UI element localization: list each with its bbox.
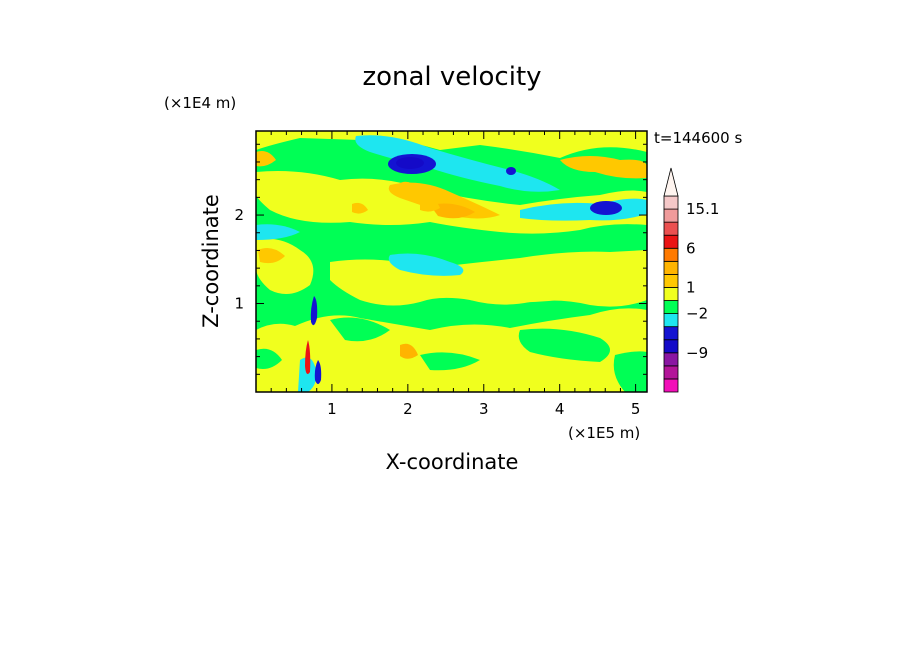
x-unit-label: (×1E5 m) — [568, 424, 640, 442]
blue-streak-2 — [314, 360, 322, 384]
orange-speck-bottom — [400, 343, 418, 359]
y-axis-title: Z-coordinate — [199, 194, 223, 328]
colorbar: 15.1 6 1 −2 −9 — [663, 167, 719, 393]
colorbar-swatch — [663, 339, 679, 354]
colorbar-label: −2 — [686, 305, 708, 323]
yellow-blob-right-mid — [452, 275, 647, 303]
y-tick-label: 2 — [234, 206, 244, 224]
blue-core-small — [506, 167, 516, 175]
x-tick-label: 4 — [555, 400, 565, 418]
orange-band-center — [388, 182, 500, 219]
colorbar-swatch — [663, 273, 679, 288]
blue-core-right — [590, 201, 622, 215]
cyan-band-top — [355, 135, 560, 192]
green-patch-lower-1 — [330, 317, 390, 342]
orange-blob-right — [560, 156, 647, 179]
y-axis: 12 — [234, 143, 647, 375]
colorbar-swatch — [663, 221, 679, 236]
orange-blob-small-1 — [352, 202, 368, 214]
colorbar-label: 6 — [686, 239, 696, 257]
cyan-band-mid — [388, 253, 464, 276]
chart-title: zonal velocity — [362, 62, 541, 92]
colorbar-swatch — [663, 247, 679, 262]
colorbar-label: −9 — [686, 344, 708, 362]
green-patch-lower-2 — [518, 328, 610, 362]
orange-blob-small-2 — [398, 181, 418, 194]
x-tick-label: 5 — [631, 400, 641, 418]
y-tick-label: 1 — [234, 295, 244, 313]
colorbar-swatch — [663, 326, 679, 341]
plot-frame — [255, 130, 648, 393]
green-patch-lower-3 — [420, 352, 480, 371]
time-label: t=144600 s — [654, 129, 742, 147]
colorbar-swatch — [663, 300, 679, 314]
colorbar-swatch — [663, 313, 679, 328]
colorbar-swatch — [663, 287, 679, 301]
x-tick-label: 3 — [479, 400, 489, 418]
contour-field — [256, 131, 647, 392]
colorbar-swatch — [663, 234, 679, 249]
colorbar-label: 1 — [686, 278, 696, 296]
green-patch-lower-5 — [613, 351, 647, 392]
y-unit-label: (×1E4 m) — [164, 94, 236, 112]
orange-blob-lower-left — [258, 248, 285, 264]
colorbar-swatch — [663, 195, 679, 210]
colorbar-swatch — [663, 365, 679, 380]
colorbar-swatch — [663, 352, 679, 367]
orange-blob-center — [430, 203, 475, 219]
orange-blob-left — [256, 151, 276, 167]
green-patch-lower-4 — [256, 348, 282, 369]
red-streak — [305, 340, 311, 374]
colorbar-swatch — [663, 378, 679, 393]
cyan-band-left — [256, 224, 300, 240]
cyan-streak-bottom — [298, 357, 317, 392]
colorbar-label: 15.1 — [686, 200, 719, 218]
blue-core-top-inner — [396, 157, 424, 169]
orange-blob-small-3 — [420, 198, 440, 212]
blue-streak-1 — [310, 296, 318, 326]
colorbar-swatch — [663, 260, 679, 275]
x-axis: 1 2 3 4 5 — [270, 131, 641, 418]
colorbar-max-arrow — [663, 167, 679, 197]
colorbar-swatch — [663, 208, 679, 223]
x-tick-label: 1 — [327, 400, 337, 418]
x-tick-label: 2 — [403, 400, 413, 418]
yellow-band-top — [256, 131, 647, 158]
x-axis-title: X-coordinate — [386, 450, 519, 474]
